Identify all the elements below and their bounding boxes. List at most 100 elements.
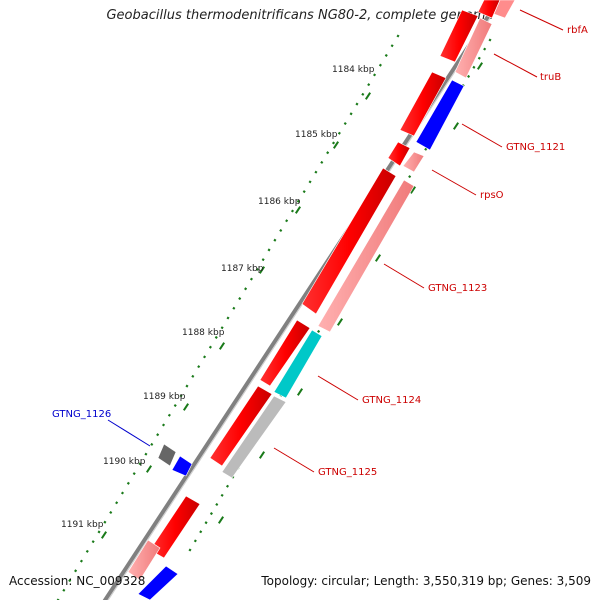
tick-dot	[238, 297, 242, 301]
rpsO-feature[interactable]	[387, 141, 411, 167]
major-tick	[258, 451, 266, 459]
kbp-label: 1185 kbp	[295, 130, 338, 140]
tick-dot	[477, 56, 481, 60]
major-tick	[258, 266, 266, 274]
tick-dot	[343, 121, 347, 126]
GTNG_1121-feature[interactable]	[415, 79, 465, 151]
tick-dot	[331, 141, 336, 145]
gene-label-rpsO[interactable]: rpsO	[480, 190, 504, 201]
tick-dot	[472, 65, 476, 69]
tick-dots	[56, 34, 492, 600]
gene-label-rbfA[interactable]: rbfA	[567, 25, 588, 36]
tick-dot	[103, 520, 107, 524]
gene-leader-line	[461, 123, 503, 148]
kbp-label: 1190 kbp	[103, 457, 146, 467]
tick-dot	[199, 530, 203, 534]
lower-reverse-feature[interactable]	[137, 565, 179, 600]
tick-dot	[173, 403, 177, 408]
tick-dot	[203, 355, 207, 359]
tick-dot	[483, 47, 487, 51]
tick-dot	[74, 569, 78, 573]
kbp-label: 1187 kbp	[221, 264, 264, 274]
tick-dot	[378, 63, 382, 67]
tick-dot	[326, 151, 330, 155]
tick-dot	[85, 549, 89, 553]
tick-dot	[208, 345, 212, 349]
tick-dot	[384, 53, 388, 57]
tick-dot	[408, 175, 412, 179]
rpsO-pseudo-feature[interactable]	[402, 151, 425, 173]
gene-label-GTNG_1125[interactable]: GTNG_1125	[318, 467, 377, 478]
gene-label-GTNG_1121[interactable]: GTNG_1121	[506, 142, 565, 153]
GTNG_1125-upstream-feature[interactable]	[209, 385, 273, 467]
tick-dot	[220, 493, 224, 497]
GTNG_1124-feature[interactable]	[273, 329, 323, 399]
rbfA-feature[interactable]	[477, 0, 501, 19]
major-tick	[218, 342, 226, 350]
GTNG_1124-upstream-feature[interactable]	[259, 319, 311, 387]
tick-dot	[179, 394, 183, 398]
major-tick	[217, 516, 225, 524]
tick-dot	[355, 102, 359, 106]
gene-leader-line	[317, 375, 359, 401]
tick-dot	[62, 588, 66, 592]
rbfA-pseudo-feature[interactable]	[493, 0, 516, 19]
tick-dot	[290, 209, 295, 213]
tick-dot	[226, 316, 230, 320]
tick-dot	[367, 83, 371, 87]
lower-forward-feature[interactable]	[149, 495, 201, 559]
tick-dot	[273, 238, 277, 242]
tick-dot	[232, 306, 236, 310]
tick-dot	[185, 384, 189, 388]
GTNG_1125-feature[interactable]	[221, 395, 287, 479]
gene-label-truB[interactable]: truB	[540, 72, 561, 83]
gene-label-GTNG_1124[interactable]: GTNG_1124	[362, 395, 421, 406]
gene-label-GTNG_1123[interactable]: GTNG_1123	[428, 283, 487, 294]
GTNG_1123-feature[interactable]	[301, 167, 397, 315]
tick-dot	[109, 510, 113, 515]
tick-dot	[244, 287, 248, 291]
major-tick	[409, 186, 417, 194]
tick-dot	[91, 540, 95, 544]
tick-dot	[361, 92, 365, 96]
GTNG_1126-feature[interactable]	[157, 443, 177, 467]
tick-dot	[144, 452, 148, 456]
genome-backbone	[102, 0, 502, 600]
kbp-label: 1188 kbp	[182, 328, 225, 338]
GTNG_1121-upstream-feature[interactable]	[399, 71, 447, 137]
tick-dot	[215, 502, 219, 506]
major-tick	[332, 141, 340, 149]
tick-dot	[220, 326, 224, 330]
tick-dot	[225, 484, 230, 488]
tick-dot	[115, 501, 119, 505]
tick-dot	[390, 44, 394, 48]
tick-dot	[161, 423, 166, 427]
tick-dot	[349, 112, 353, 116]
truB-feature[interactable]	[439, 9, 479, 63]
tick-dot	[396, 34, 400, 38]
lower-pink-feature[interactable]	[127, 539, 161, 581]
kbp-label: 1186 kbp	[258, 197, 301, 207]
tick-dot	[279, 228, 283, 233]
tick-dot	[467, 74, 471, 78]
major-tick	[182, 403, 190, 411]
tick-dot	[320, 160, 324, 164]
kbp-label: 1191 kbp	[61, 520, 104, 530]
tick-dot	[156, 433, 160, 437]
tick-dot	[97, 530, 101, 534]
tick-dot	[197, 365, 201, 369]
GTNG_1126-reverse-feature[interactable]	[171, 455, 193, 477]
gene-leader-line	[493, 53, 538, 78]
tick-dot	[209, 512, 213, 516]
major-tick	[364, 92, 372, 100]
tick-dot	[79, 559, 83, 563]
truB-pseudo-feature[interactable]	[454, 17, 493, 79]
accession-text: Accession: NC_009328	[9, 574, 146, 588]
gene-label-GTNG_1126[interactable]: GTNG_1126	[52, 409, 111, 420]
gene-leader-line	[519, 9, 564, 31]
tick-dot	[296, 199, 300, 203]
major-tick	[374, 254, 382, 262]
tick-dot	[373, 73, 377, 77]
GTNG_1123-pseudo-feature[interactable]	[317, 179, 415, 333]
major-tick	[145, 465, 153, 473]
